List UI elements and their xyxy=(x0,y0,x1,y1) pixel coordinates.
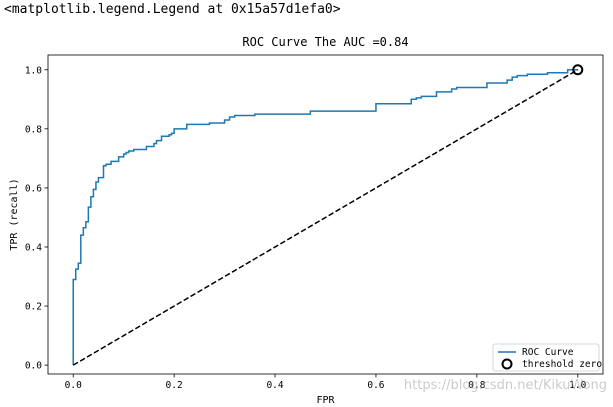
y-tick-label: 1.0 xyxy=(25,65,42,76)
x-tick-label: 1.0 xyxy=(569,380,586,391)
roc-curve-line xyxy=(72,69,578,366)
y-tick-label: 0.2 xyxy=(25,302,42,313)
y-tick-label: 0.4 xyxy=(25,242,42,253)
y-tick-label: 0.0 xyxy=(25,361,42,372)
legend-box xyxy=(492,343,600,372)
x-tick-label: 0.8 xyxy=(468,380,485,391)
threshold-zero-marker xyxy=(572,64,584,76)
x-tick-label: 0.0 xyxy=(65,380,82,391)
x-axis-label: FPR xyxy=(316,395,335,406)
plot-frame xyxy=(47,54,604,375)
x-tick-label: 0.6 xyxy=(367,380,384,391)
y-tick-label: 0.6 xyxy=(25,183,42,194)
legend-roc-curve-label: ROC Curve xyxy=(522,347,574,358)
y-axis-label: TPR (recall) xyxy=(9,178,20,250)
legend-threshold-zero-label: threshold zero xyxy=(522,359,602,370)
legend-threshold-zero-swatch xyxy=(501,358,513,370)
x-tick-label: 0.2 xyxy=(166,380,183,391)
plot-frame-rect xyxy=(47,54,604,375)
markers-layer xyxy=(572,64,584,76)
axis-ticks: 0.0 0.2 0.4 0.6 0.8 1.0 0.0 0.2 0.4 0.6 0.8 1.0 xyxy=(25,65,587,391)
series-layer xyxy=(72,69,579,366)
output-repr-text: <matplotlib.legend.Legend at 0x15a57d1ef… xyxy=(4,2,341,17)
chance-diagonal-line xyxy=(72,69,579,366)
watermark-text: https://blog.csdn.net/KikuWong xyxy=(403,378,607,393)
x-tick-label: 0.4 xyxy=(266,380,283,391)
y-tick-label: 0.8 xyxy=(25,124,42,135)
chart-title: ROC Curve The AUC =0.84 xyxy=(242,35,408,49)
